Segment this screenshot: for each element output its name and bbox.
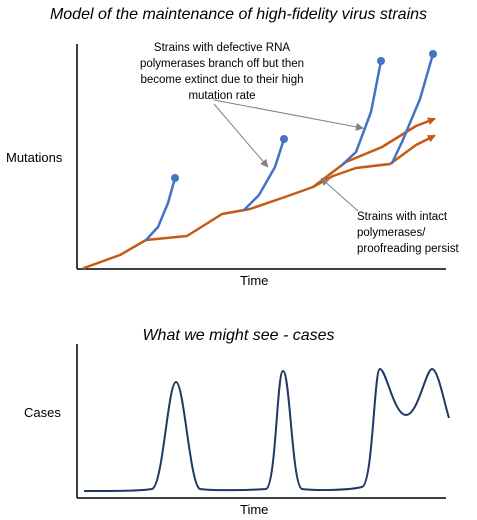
defective-annotation-line-3: become extinct due to their high [140,74,304,86]
mutations-axis-label: Mutations [6,150,63,165]
extinction-point-3 [377,57,385,65]
defective-annotation-line-2: polymerases branch off but then [139,58,305,70]
intact-main-trunk [82,185,315,270]
cases-axis-label: Cases [24,405,61,420]
intact-annotation-line-2: polymerases/ [357,227,426,239]
pointer-to-branch-3 [213,99,364,131]
defective-branch-1 [144,176,177,242]
extinction-points [171,50,437,182]
defective-branch-3 [340,59,383,167]
defective-strains-annotation: Strains with defective RNA polymerases b… [124,40,320,104]
defective-annotation-line-1: Strains with defective RNA [153,42,291,54]
time-axis-label-bottom: Time [240,502,269,517]
top-axes [76,44,446,270]
pointer-to-intact-lineage [320,177,359,212]
time-axis-label-top: Time [240,273,269,288]
cases-curve [83,368,450,492]
intact-annotation-line-1: Strains with intact [357,211,448,223]
intact-lineage [82,117,436,270]
bottom-axes [76,344,446,499]
extinction-point-4 [429,50,437,58]
defective-branch-2 [242,137,286,212]
pointer-to-branch-2 [213,103,269,168]
defective-branch-4 [390,52,435,165]
intact-strains-annotation: Strains with intact polymerases/ proofre… [357,209,477,257]
cases-title: What we might see - cases [142,327,335,344]
defective-lineages [144,52,435,242]
intact-branch-lower [311,134,436,189]
extinction-point-1 [171,174,179,182]
extinction-point-2 [280,135,288,143]
intact-branch-upper [311,117,436,189]
model-title: Model of the maintenance of high-fidelit… [49,6,428,23]
defective-annotation-line-4: mutation rate [188,90,256,102]
annotation-arrows [213,99,364,212]
intact-annotation-line-3: proofreading persist [357,243,459,255]
